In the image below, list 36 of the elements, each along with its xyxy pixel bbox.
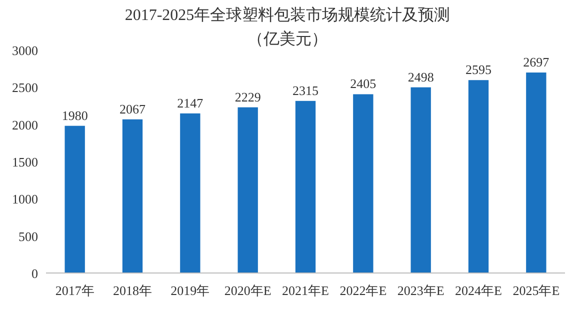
bar [410, 87, 431, 273]
data-label: 2697 [523, 54, 550, 70]
data-label: 2595 [466, 62, 492, 78]
data-label: 1980 [62, 108, 88, 123]
bar [238, 107, 258, 273]
bar [526, 72, 546, 273]
y-tick-label: 500 [18, 228, 38, 244]
data-label: 2498 [408, 69, 434, 84]
bar [64, 126, 85, 273]
y-tick-label: 0 [32, 266, 38, 281]
x-tick-label: 2020年E [224, 283, 272, 298]
y-tick-label: 2500 [12, 80, 38, 96]
x-tick-label: 2022年E [340, 283, 387, 298]
chart-subtitle: （亿美元） [248, 30, 328, 48]
x-tick-label: 2024年E [455, 283, 502, 298]
y-tick-label: 1500 [12, 154, 38, 170]
chart-title: 2017-2025年全球塑料包装市场规模统计及预测 [124, 6, 450, 24]
y-tick-label: 2000 [12, 117, 38, 132]
x-tick-label: 2017年 [55, 283, 94, 298]
bar [122, 119, 143, 273]
x-tick-label: 2023年E [397, 283, 444, 298]
bar [180, 113, 200, 273]
data-label: 2147 [177, 95, 204, 110]
data-label: 2229 [234, 89, 261, 104]
bar [468, 80, 489, 273]
bar [353, 94, 374, 273]
y-tick-label: 3000 [12, 43, 38, 58]
data-label: 2315 [292, 82, 318, 98]
x-tick-label: 2021年E [282, 283, 330, 298]
x-tick-label: 2025年E [512, 283, 560, 298]
bar [295, 100, 316, 273]
y-tick-label: 1000 [12, 192, 38, 207]
x-tick-label: 2018年 [113, 283, 152, 298]
data-label: 2405 [350, 76, 376, 92]
x-tick-label: 2019年 [170, 283, 210, 298]
data-label: 2067 [120, 101, 146, 116]
